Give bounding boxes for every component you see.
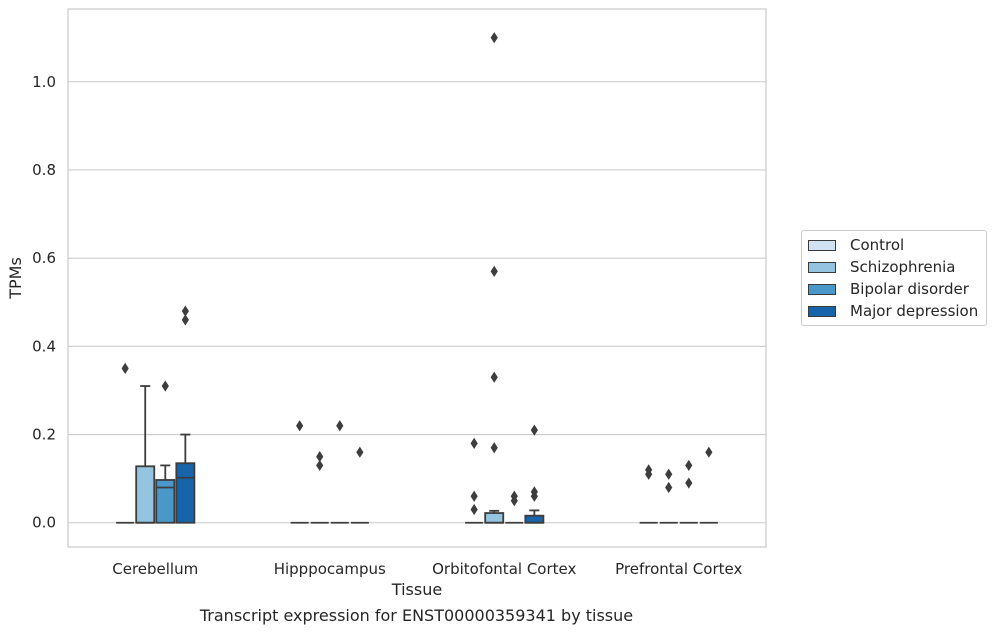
outlier-point [490, 32, 498, 44]
figure-caption: Transcript expression for ENST0000035934… [199, 606, 634, 625]
box-group [505, 490, 524, 524]
box-group [155, 380, 176, 524]
legend: Control Schizophrenia Bipolar disorder M… [801, 230, 987, 326]
legend-item-major-depression: Major depression [808, 301, 978, 321]
legend-swatch-bipolar-disorder [808, 283, 836, 295]
outlier-point [705, 446, 713, 458]
outlier-point [121, 362, 129, 375]
outlier-point [470, 490, 478, 502]
box [524, 514, 545, 524]
box-group [679, 459, 698, 524]
outlier-point [490, 371, 498, 383]
y-tick-labels: 0.0 0.2 0.4 0.6 0.8 1.0 [32, 73, 56, 532]
legend-label-schizophrenia: Schizophrenia [850, 258, 956, 276]
outlier-point [665, 481, 673, 494]
outlier-point [645, 468, 653, 480]
outlier-point [470, 437, 478, 449]
outlier-point [510, 495, 518, 507]
box [175, 462, 196, 524]
legend-label-bipolar-disorder: Bipolar disorder [850, 280, 969, 298]
y-tick-label: 1.0 [32, 73, 56, 91]
box [484, 512, 505, 524]
box-group [350, 446, 369, 524]
outlier-point [161, 380, 169, 392]
outlier-point [470, 503, 478, 516]
legend-item-schizophrenia: Schizophrenia [808, 257, 955, 277]
x-tick-label: Orbitofontal Cortex [432, 560, 576, 578]
legend-swatch-major-depression [808, 305, 836, 317]
outlier-point [316, 450, 324, 463]
box-group [659, 468, 678, 524]
box-group [484, 32, 505, 524]
outlier-point [530, 424, 538, 436]
box-group [524, 424, 545, 524]
legend-label-major-depression: Major depression [850, 302, 979, 320]
outlier-point [296, 420, 304, 432]
x-tick-labels: Cerebellum Hipppocampus Orbitofontal Corte… [112, 560, 742, 578]
outlier-point [685, 477, 693, 489]
legend-swatch-control [808, 239, 836, 251]
grid-lines [68, 81, 766, 524]
box-group [290, 420, 309, 524]
box-group [465, 437, 484, 524]
y-tick-label: 0.0 [32, 514, 56, 532]
outlier-point [490, 442, 498, 454]
outlier-point [685, 459, 693, 472]
box-group [135, 385, 156, 524]
outlier-point [530, 490, 538, 502]
outlier-point [316, 459, 324, 472]
box-marks [116, 32, 718, 524]
box-group [699, 446, 718, 524]
y-tick-label: 0.2 [32, 426, 56, 444]
box-group [310, 450, 329, 524]
plot-area-frame [67, 8, 767, 548]
outlier-point [356, 446, 364, 458]
x-tick-label: Cerebellum [112, 560, 198, 578]
y-tick-label: 0.8 [32, 161, 56, 179]
legend-label-control: Control [850, 236, 905, 254]
legend-item-bipolar-disorder: Bipolar disorder [808, 279, 969, 299]
box-group [330, 420, 349, 524]
outlier-point [181, 314, 189, 326]
y-tick-label: 0.6 [32, 249, 56, 267]
legend-swatch-schizophrenia [808, 261, 836, 273]
y-axis-label: TPMs [6, 257, 25, 300]
x-tick-label: Prefrontal Cortex [615, 560, 742, 578]
legend-item-control: Control [808, 235, 904, 255]
outlier-point [336, 420, 344, 432]
box-group [116, 362, 135, 524]
x-tick-label: Hipppocampus [274, 560, 386, 578]
outlier-point [665, 468, 673, 480]
box [135, 465, 156, 524]
y-tick-label: 0.4 [32, 337, 56, 355]
box-group [639, 464, 658, 524]
x-axis-label: Tissue [391, 580, 442, 599]
box-group [175, 305, 196, 524]
outlier-point [181, 305, 189, 317]
outlier-point [490, 265, 498, 277]
box [155, 479, 176, 524]
